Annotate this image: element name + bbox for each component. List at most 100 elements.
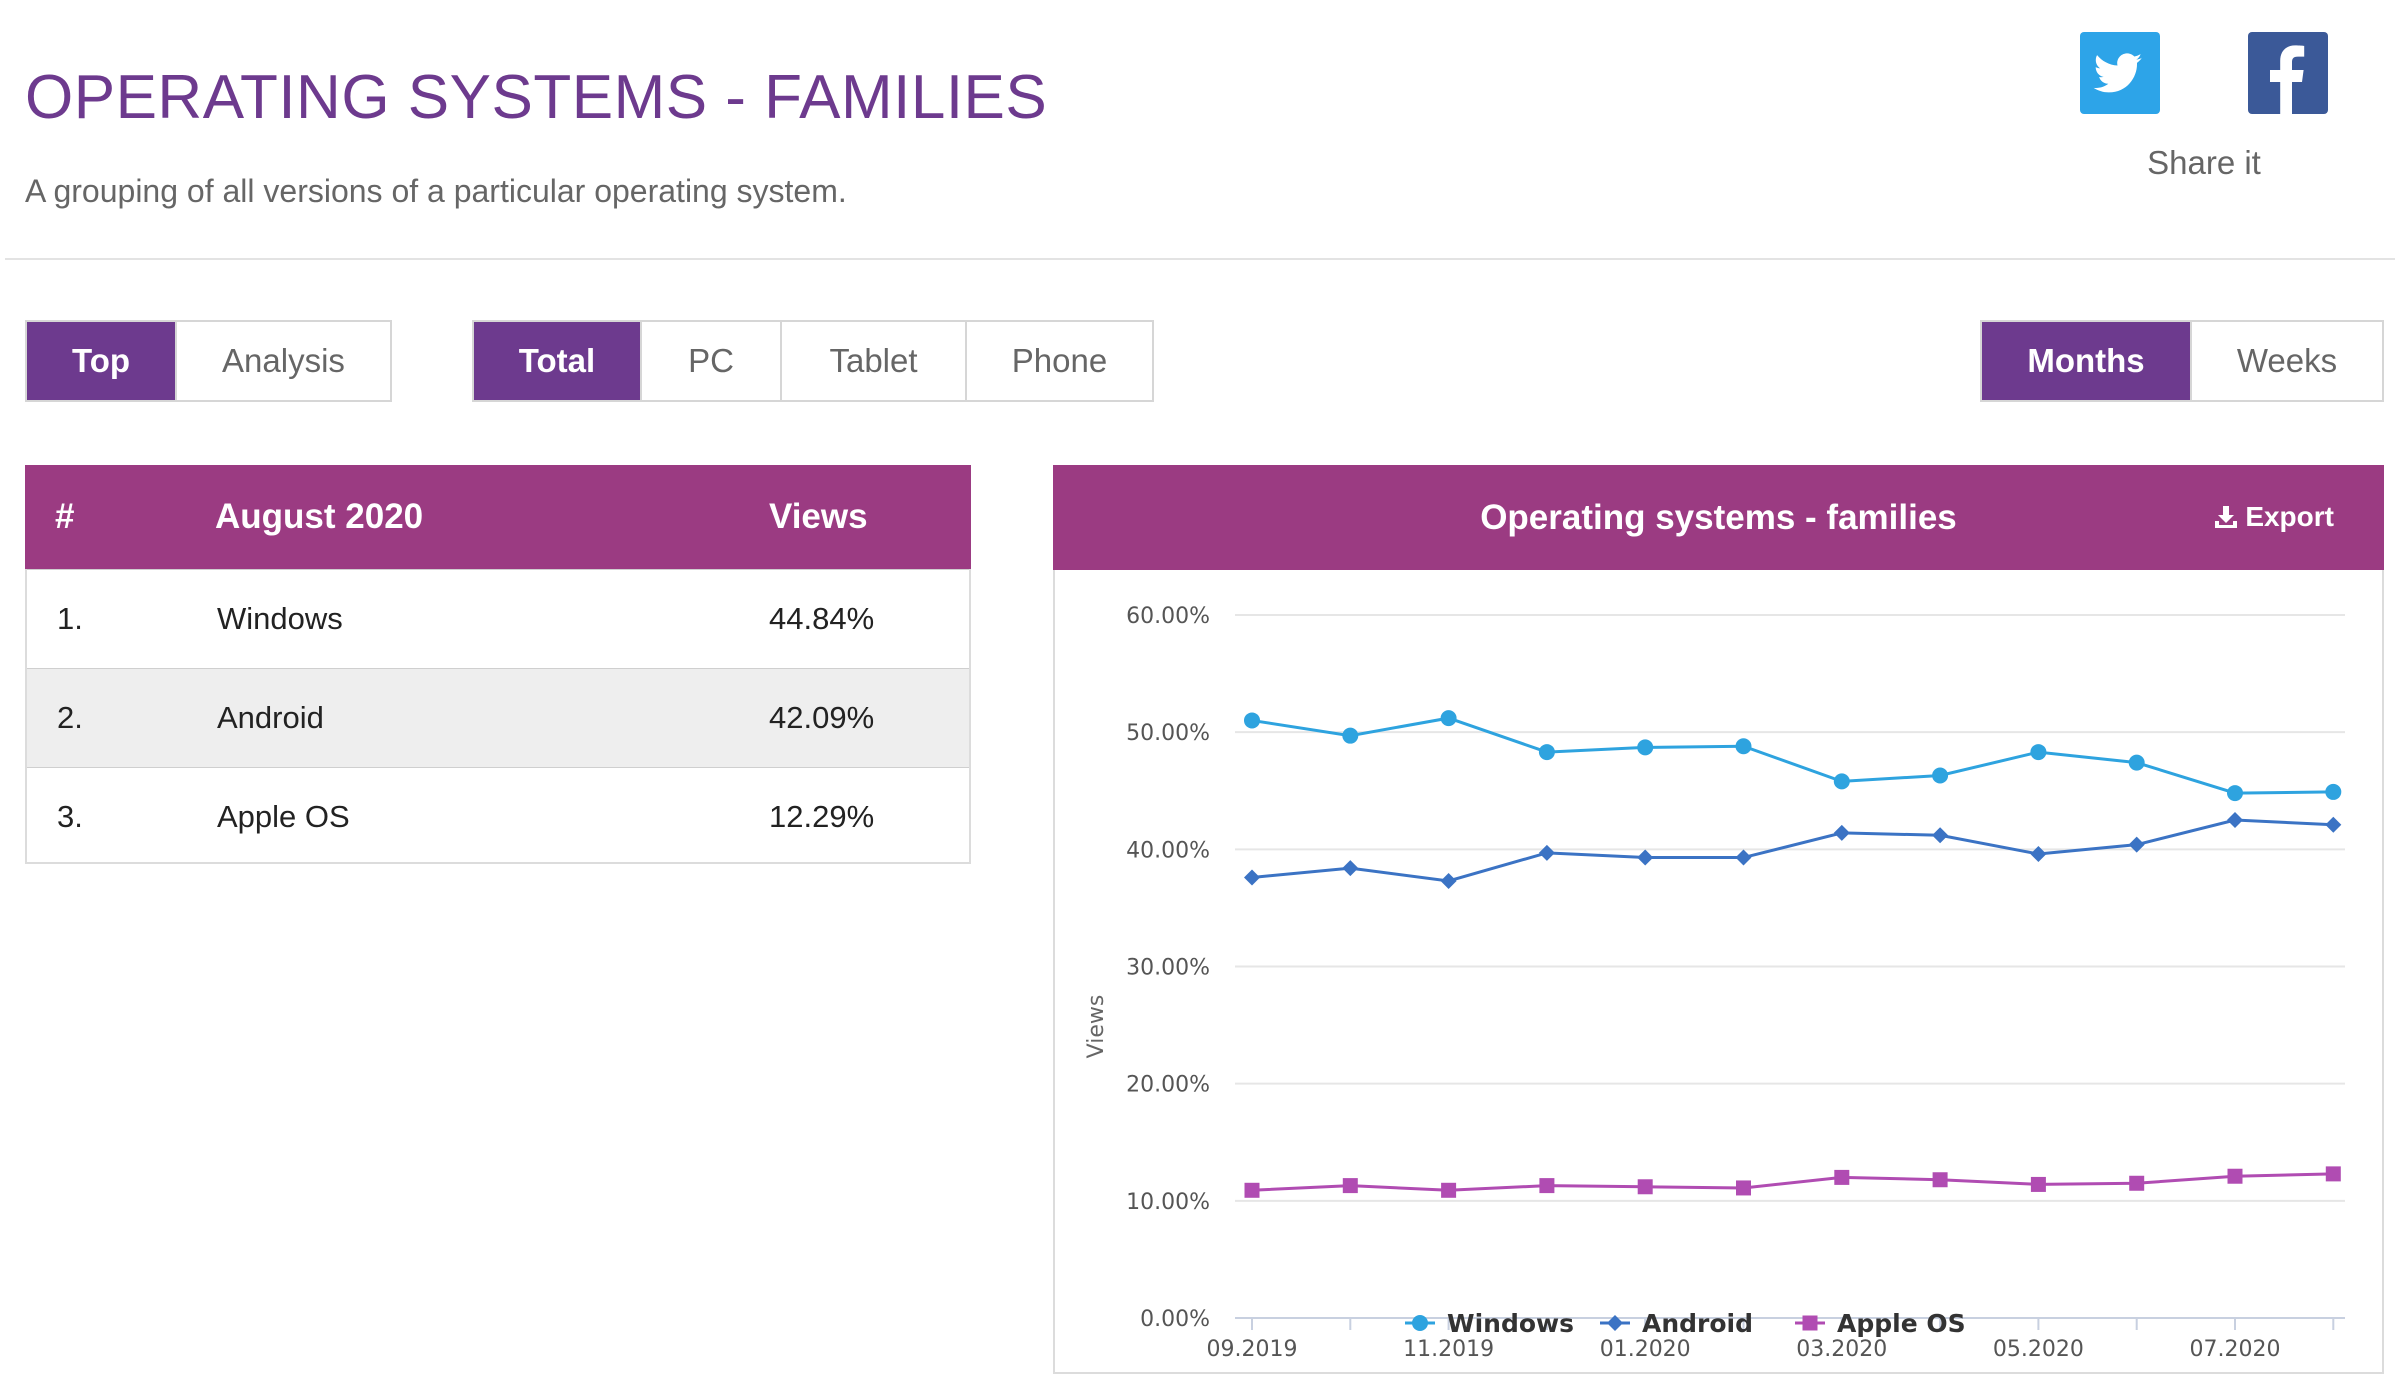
data-point-apple-os bbox=[2129, 1175, 2145, 1191]
data-point-windows bbox=[1342, 727, 1359, 744]
legend-label: Apple OS bbox=[1837, 1309, 1966, 1338]
data-point-windows bbox=[1932, 767, 1949, 784]
data-point-windows bbox=[1637, 739, 1654, 756]
data-point-android bbox=[1244, 869, 1260, 886]
row-name: Apple OS bbox=[217, 799, 350, 834]
y-tick-label: 20.00% bbox=[1126, 1073, 1210, 1098]
legend-item-android: Android bbox=[1600, 1309, 1753, 1338]
chart-title: Operating systems - families bbox=[1480, 498, 1957, 537]
data-point-windows bbox=[1440, 710, 1457, 727]
data-point-android bbox=[1932, 827, 1949, 844]
data-point-android bbox=[1440, 872, 1457, 889]
legend-marker bbox=[1802, 1315, 1818, 1331]
data-point-android bbox=[2325, 816, 2342, 833]
legend-marker bbox=[1607, 1315, 1623, 1331]
data-point-windows bbox=[2227, 785, 2243, 802]
data-point-apple-os bbox=[1441, 1182, 1457, 1198]
legend-label: Windows bbox=[1447, 1309, 1574, 1338]
series-line-windows bbox=[1251, 716, 2334, 795]
x-tick-label: 01.2020 bbox=[1600, 1337, 1691, 1362]
legend-label: Android bbox=[1642, 1309, 1753, 1338]
facebook-share-button[interactable] bbox=[2248, 32, 2328, 114]
download-icon bbox=[2215, 506, 2238, 528]
view-mode-tabs: Top Analysis bbox=[25, 320, 392, 402]
x-tick-label: 11.2019 bbox=[1403, 1337, 1494, 1362]
row-rank: 2. bbox=[57, 700, 83, 735]
data-point-windows bbox=[1538, 744, 1555, 761]
row-name: Windows bbox=[217, 601, 343, 636]
tab-analysis[interactable]: Analysis bbox=[175, 322, 390, 400]
row-name: Android bbox=[217, 700, 324, 735]
data-point-apple-os bbox=[1736, 1180, 1751, 1196]
data-point-android bbox=[1735, 849, 1752, 866]
series-line-apple-os bbox=[1251, 1172, 2334, 1192]
x-tick-label: 05.2020 bbox=[1993, 1337, 2084, 1362]
data-point-android bbox=[2128, 836, 2145, 853]
data-point-apple-os bbox=[1637, 1179, 1653, 1195]
tab-total[interactable]: Total bbox=[474, 322, 640, 400]
y-tick-label: 60.00% bbox=[1126, 604, 1210, 629]
data-point-apple-os bbox=[1834, 1169, 1850, 1185]
twitter-icon bbox=[2093, 53, 2142, 93]
data-point-apple-os bbox=[1342, 1178, 1358, 1194]
line-chart: 0.00% 10.00% 20.00% 30.00% 40.00% 50.00% 60.00… bbox=[1084, 604, 2345, 1362]
series-windows bbox=[1244, 710, 2342, 802]
header-rank: # bbox=[55, 497, 75, 536]
data-point-windows bbox=[2128, 754, 2145, 771]
y-tick-label: 30.00% bbox=[1126, 956, 1210, 981]
data-point-windows bbox=[1833, 773, 1850, 790]
data-point-apple-os bbox=[1539, 1178, 1555, 1194]
y-axis-title: Views bbox=[1084, 995, 1109, 1059]
tab-months[interactable]: Months bbox=[1982, 322, 2190, 400]
chart-panel: Operating systems - families Export 0.00… bbox=[1053, 465, 2384, 1374]
data-point-apple-os bbox=[2325, 1166, 2341, 1182]
chart-header: Operating systems - families Export bbox=[1053, 465, 2384, 570]
data-point-android bbox=[2030, 846, 2047, 863]
data-point-windows bbox=[2030, 744, 2047, 761]
data-point-android bbox=[1637, 849, 1654, 866]
tab-phone[interactable]: Phone bbox=[965, 322, 1152, 400]
data-point-android bbox=[1833, 824, 1850, 841]
header-views: Views bbox=[769, 497, 868, 536]
facebook-icon bbox=[2270, 45, 2305, 114]
series-android bbox=[1244, 812, 2342, 889]
export-label: Export bbox=[2245, 501, 2334, 532]
row-views: 44.84% bbox=[769, 601, 875, 636]
data-point-android bbox=[1538, 844, 1555, 861]
table-row: 2. Android 42.09% bbox=[27, 668, 969, 767]
legend-marker bbox=[1412, 1315, 1428, 1331]
data-point-apple-os bbox=[2030, 1176, 2046, 1192]
tab-top[interactable]: Top bbox=[27, 322, 175, 400]
data-point-windows bbox=[1735, 738, 1752, 755]
data-point-apple-os bbox=[1932, 1172, 1948, 1188]
export-button[interactable]: Export bbox=[2213, 499, 2334, 535]
x-tick-label: 07.2020 bbox=[2190, 1337, 2281, 1362]
y-tick-label: 10.00% bbox=[1126, 1190, 1210, 1215]
data-point-apple-os bbox=[2227, 1168, 2243, 1184]
header-period: August 2020 bbox=[215, 497, 424, 536]
tab-pc[interactable]: PC bbox=[640, 322, 780, 400]
table-row: 3. Apple OS 12.29% bbox=[27, 767, 969, 866]
table-row: 1. Windows 44.84% bbox=[27, 569, 969, 668]
series-apple-os bbox=[1244, 1166, 2341, 1198]
data-point-apple-os bbox=[1244, 1182, 1260, 1198]
y-tick-label: 50.00% bbox=[1126, 721, 1210, 746]
row-rank: 1. bbox=[57, 601, 83, 636]
series-line-android bbox=[1251, 818, 2334, 883]
period-tabs: Months Weeks bbox=[1980, 320, 2384, 402]
share-label: Share it bbox=[2147, 144, 2261, 181]
tab-weeks[interactable]: Weeks bbox=[2190, 322, 2382, 400]
tab-tablet[interactable]: Tablet bbox=[780, 322, 965, 400]
share-section: Share it bbox=[2070, 32, 2400, 192]
data-point-android bbox=[2227, 812, 2243, 829]
row-views: 42.09% bbox=[769, 700, 875, 735]
row-rank: 3. bbox=[57, 799, 83, 834]
data-point-windows bbox=[1244, 712, 1260, 729]
device-tabs: Total PC Tablet Phone bbox=[472, 320, 1154, 402]
ranking-table: # August 2020 Views 1. Windows 44.84% 2.… bbox=[25, 465, 971, 864]
y-tick-label: 40.00% bbox=[1126, 838, 1210, 863]
row-views: 12.29% bbox=[769, 799, 875, 834]
twitter-share-button[interactable] bbox=[2080, 32, 2160, 114]
header-divider bbox=[5, 258, 2395, 260]
x-tick-label: 09.2019 bbox=[1207, 1337, 1298, 1362]
